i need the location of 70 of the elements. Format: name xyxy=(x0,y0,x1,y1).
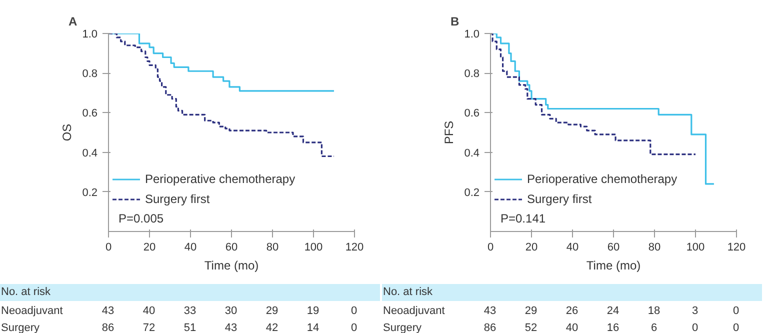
legend-label: Surgery first xyxy=(527,192,592,206)
y-tick-label: 0.2 xyxy=(82,186,98,199)
text: 52 xyxy=(524,321,538,333)
text: 24 xyxy=(606,304,620,319)
text: 51 xyxy=(182,321,198,333)
text: 18 xyxy=(646,304,662,319)
text: 86 xyxy=(100,321,116,333)
x-tick-label: 20 xyxy=(143,242,156,254)
y-tick-label: 1.0 xyxy=(464,28,480,40)
x-tick-label: 120 xyxy=(727,242,746,254)
y-tick-label: 0.4 xyxy=(464,147,480,160)
x-tick-label: 20 xyxy=(525,242,538,254)
x-tick-label: 80 xyxy=(648,242,661,254)
x-tick-label: 60 xyxy=(225,242,238,254)
text: Neoadjuvant xyxy=(1,304,63,319)
annotation: P=0.005 xyxy=(118,212,164,226)
text: 86 xyxy=(482,321,498,333)
text: 6 xyxy=(650,321,658,333)
legend-label: Perioperative chemotherapy xyxy=(145,172,296,186)
x-tick-label: 40 xyxy=(184,242,197,254)
text: 0 xyxy=(732,321,740,333)
x-tick-label: 0 xyxy=(105,242,112,254)
y-tick-label: 0.8 xyxy=(464,68,480,80)
text: 40 xyxy=(564,321,580,333)
text: Surgery xyxy=(383,321,422,333)
text: 26 xyxy=(564,304,580,319)
chart-title: B xyxy=(450,14,460,28)
y-axis-title: PFS xyxy=(442,120,456,144)
text: 3 xyxy=(690,304,700,319)
y-tick-label: 0.8 xyxy=(82,68,98,80)
text: 42 xyxy=(264,321,280,333)
text: 16 xyxy=(606,321,620,333)
x-tick-label: 40 xyxy=(566,242,579,254)
x-axis-title: Time (mo) xyxy=(586,258,641,272)
y-tick-label: 0.4 xyxy=(82,147,98,160)
y-axis-title: OS xyxy=(60,124,74,142)
x-tick-label: 100 xyxy=(686,242,705,254)
x-tick-label: 80 xyxy=(266,242,279,254)
text: 0 xyxy=(732,304,740,319)
chart-title: A xyxy=(68,14,78,28)
text: 29 xyxy=(264,304,280,319)
text: 29 xyxy=(524,304,538,319)
x-tick-label: 60 xyxy=(607,242,620,254)
text: 72 xyxy=(142,321,156,333)
text: 0 xyxy=(350,304,358,319)
text: Neoadjuvant xyxy=(383,304,445,319)
legend-label: Surgery first xyxy=(145,192,210,206)
text: 0 xyxy=(690,321,700,333)
y-tick-label: 1.0 xyxy=(82,28,98,40)
text: 14 xyxy=(306,321,320,333)
text: 33 xyxy=(182,304,198,319)
text: 43 xyxy=(100,304,116,319)
text: 19 xyxy=(306,304,320,319)
annotation: P=0.141 xyxy=(500,212,546,226)
text: Surgery xyxy=(1,321,40,333)
x-tick-label: 120 xyxy=(345,242,364,254)
y-tick-label: 0.6 xyxy=(82,108,98,120)
text: 40 xyxy=(142,304,156,319)
text: No. at risk xyxy=(1,285,51,300)
text: 43 xyxy=(224,321,238,333)
text: 0 xyxy=(350,321,358,333)
text: No. at risk xyxy=(383,285,433,300)
legend-label: Perioperative chemotherapy xyxy=(527,172,678,186)
text: 30 xyxy=(224,304,238,319)
y-tick-label: 0.6 xyxy=(464,108,480,120)
x-tick-label: 0 xyxy=(487,242,494,254)
text: 43 xyxy=(482,304,498,319)
x-tick-label: 100 xyxy=(304,242,323,254)
x-axis-title: Time (mo) xyxy=(204,258,259,272)
y-tick-label: 0.2 xyxy=(464,186,480,199)
